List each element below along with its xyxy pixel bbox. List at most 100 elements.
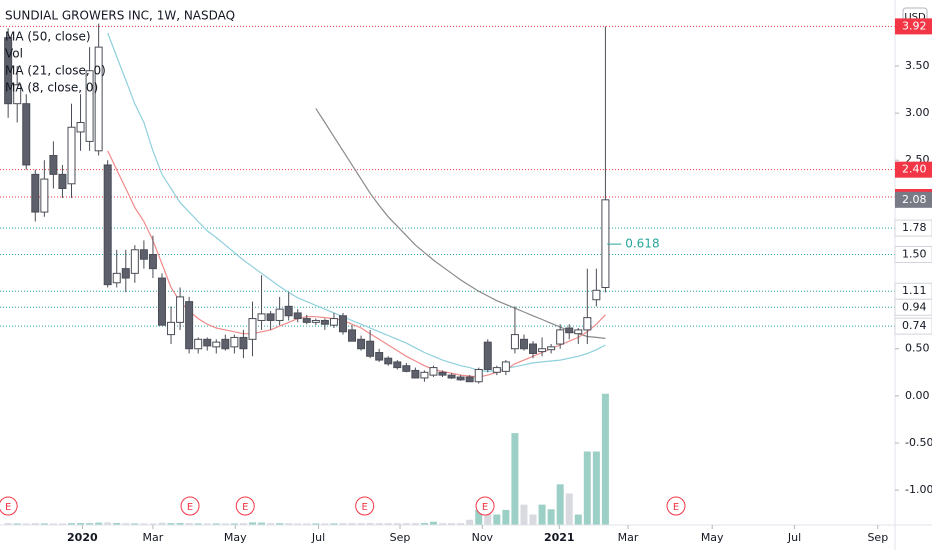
volume-bar — [529, 514, 537, 525]
volume-bar — [411, 523, 419, 525]
x-tick-label: 2021 — [544, 531, 575, 544]
y-tick-label: -0.50 — [905, 436, 932, 449]
volume-bar — [312, 523, 320, 525]
volume-bar — [384, 523, 392, 525]
volume-bar — [439, 523, 447, 525]
volume-bar — [140, 523, 148, 525]
volume-bar — [583, 451, 591, 525]
candle-body — [338, 315, 347, 333]
earnings-marker[interactable] — [0, 496, 18, 516]
candle-body — [592, 289, 601, 301]
candle-body — [230, 336, 239, 348]
candle-body — [221, 338, 230, 350]
x-tick-label: Jul — [311, 531, 325, 544]
price-tag-label: 1.50 — [902, 247, 927, 260]
candle-body — [320, 319, 329, 325]
price-tag — [894, 317, 932, 335]
candle-body — [176, 296, 185, 323]
volume-bar — [203, 523, 211, 525]
candle-body — [239, 336, 248, 350]
candle-body — [456, 376, 465, 381]
volume-bar — [77, 523, 85, 525]
volume-bar — [49, 523, 57, 525]
candle-body — [429, 367, 438, 376]
moving-average-line — [315, 108, 606, 339]
candle-body — [375, 352, 384, 361]
x-tick-label: Nov — [472, 531, 494, 544]
volume-bar — [502, 509, 510, 525]
y-tick-label: 3.50 — [905, 59, 930, 72]
x-tick-label: Sep — [867, 531, 888, 544]
volume-bar — [194, 523, 202, 525]
earnings-marker[interactable] — [475, 496, 495, 516]
indicator-label: MA (8, close, 0) — [5, 81, 98, 95]
volume-bar — [67, 523, 75, 525]
candle-body — [357, 338, 366, 350]
volume-bar — [113, 523, 121, 525]
candle-body — [76, 122, 85, 133]
volume-bar — [601, 393, 609, 525]
y-tick-label: -1.00 — [905, 483, 932, 496]
volume-bar — [339, 523, 347, 525]
candle-body — [501, 361, 510, 372]
volume-bar — [86, 523, 94, 525]
x-tick-label: May — [701, 531, 724, 544]
candle-body — [302, 318, 311, 323]
volume-bar — [248, 522, 256, 525]
candle-body — [529, 343, 538, 354]
earnings-marker[interactable] — [666, 496, 686, 516]
earnings-marker[interactable] — [180, 496, 200, 516]
price-tag-label: 0.74 — [902, 319, 927, 332]
candle-body — [112, 272, 121, 284]
candle-body — [266, 313, 275, 321]
volume-bar — [212, 523, 220, 525]
earnings-label: E — [5, 502, 11, 513]
volume-bar — [556, 484, 564, 525]
volume-bar — [31, 523, 39, 525]
candle-body — [194, 338, 203, 350]
candle-body — [157, 277, 166, 326]
y-tick-label: 0.50 — [905, 342, 930, 355]
candle-body — [465, 376, 474, 383]
volume-bar — [158, 522, 166, 525]
indicator-label: MA (21, close, 0) — [5, 64, 106, 78]
price-tag — [894, 245, 932, 263]
candle-body — [402, 365, 411, 372]
candle-body — [565, 327, 574, 334]
earnings-marker[interactable] — [235, 496, 255, 516]
x-tick-label: Mar — [143, 531, 164, 544]
chart-title: SUNDIAL GROWERS INC, 1W, NASDAQ — [5, 9, 235, 23]
price-tag-label: 1.78 — [902, 221, 927, 234]
volume-bar — [122, 523, 130, 525]
volume-bar — [457, 523, 465, 525]
earnings-marker[interactable] — [355, 496, 375, 516]
volume-bar — [493, 514, 501, 525]
volume-bar — [4, 523, 12, 525]
volume-bar — [294, 523, 302, 525]
volume-bar — [285, 523, 293, 525]
price-tag-label: 2.08 — [902, 193, 927, 206]
candle-body — [130, 249, 139, 274]
candle-body — [257, 313, 266, 321]
volume-bar — [149, 523, 157, 525]
volume-bar — [95, 522, 103, 525]
candle-body — [474, 368, 483, 383]
volume-bar — [303, 523, 311, 525]
candle-body — [574, 329, 583, 335]
volume-bar — [22, 523, 30, 525]
candle-body — [139, 249, 148, 260]
x-tick-label: Mar — [618, 531, 639, 544]
candle-body — [556, 329, 565, 345]
volume-bar — [167, 523, 175, 525]
x-tick-label: May — [224, 531, 247, 544]
price-tag-label: 3.92 — [902, 19, 927, 32]
candle-body — [538, 348, 547, 353]
candle-body — [212, 341, 221, 348]
x-tick-label: Sep — [390, 531, 411, 544]
candle-body — [483, 341, 492, 370]
earnings-label: E — [242, 502, 248, 513]
volume-bar — [393, 523, 401, 525]
volume-bar — [185, 523, 193, 525]
